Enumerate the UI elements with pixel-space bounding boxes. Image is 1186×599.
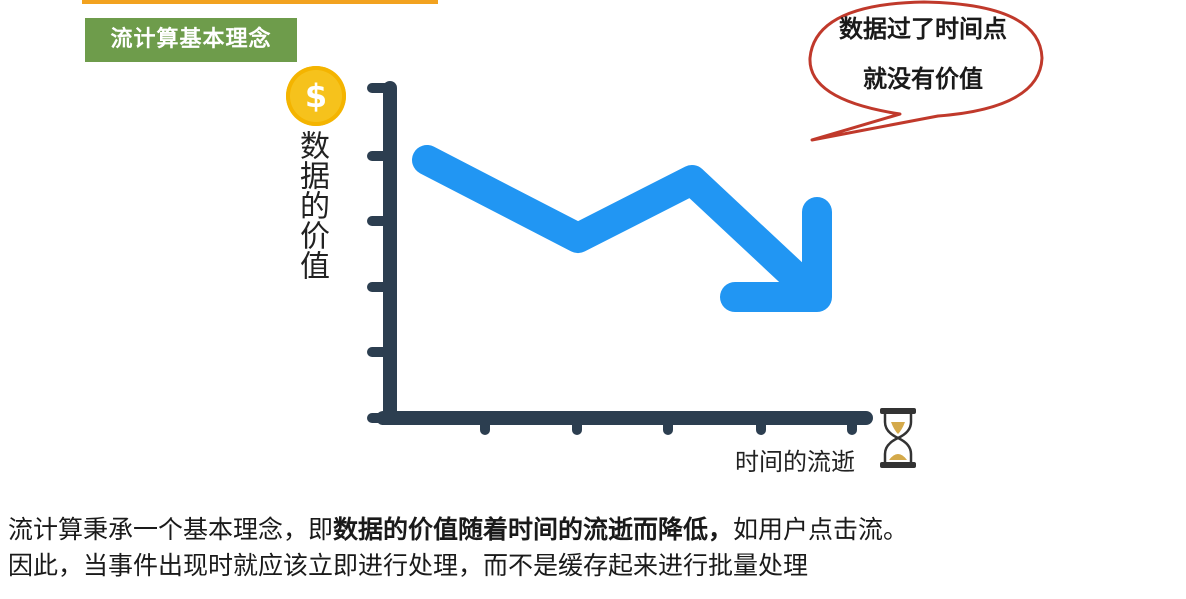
bubble-line-2: 就没有价值 <box>863 65 983 93</box>
dollar-coin-icon: $ <box>286 66 346 126</box>
speech-bubble <box>808 0 1044 142</box>
speech-bubble-text: 数据过了时间点 就没有价值 <box>808 4 1038 104</box>
caption-line-1-start: 流计算秉承一个基本理念，即 <box>8 515 334 544</box>
x-axis-ticks <box>480 413 857 435</box>
caption-line-1: 流计算秉承一个基本理念，即数据的价值随着时间的流逝而降低，如用户点击流。 <box>8 512 1186 548</box>
y-axis-ticks <box>367 83 395 423</box>
hourglass-icon <box>880 408 916 468</box>
top-accent-bar <box>82 0 438 4</box>
bubble-line-1: 数据过了时间点 <box>839 15 1007 43</box>
caption-paragraph: 流计算秉承一个基本理念，即数据的价值随着时间的流逝而降低，如用户点击流。 因此，… <box>8 512 1186 584</box>
section-title: 流计算基本理念 <box>85 18 297 62</box>
caption-line-1-emphasis: 数据的价值随着时间的流逝而降低， <box>333 515 734 544</box>
caption-line-2: 因此，当事件出现时就应该立即进行处理，而不是缓存起来进行批量处理 <box>8 551 809 580</box>
x-axis-label: 时间的流逝 <box>735 448 855 476</box>
chart-axes <box>367 81 873 435</box>
coin-symbol: $ <box>304 77 328 115</box>
y-axis-label: 数据的价值 <box>294 130 329 280</box>
caption-line-1-end: 如用户点击流。 <box>733 515 909 544</box>
downtrend-arrow-icon <box>412 145 832 312</box>
